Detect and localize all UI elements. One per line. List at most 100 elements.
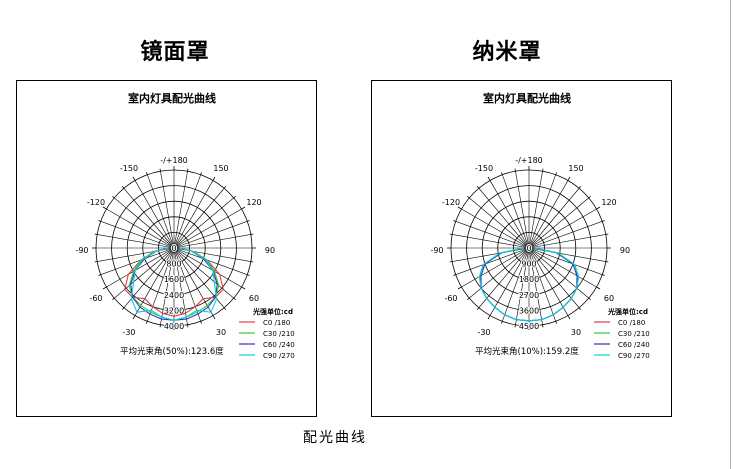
grid-spoke [461, 247, 530, 288]
grid-spoke [173, 247, 214, 316]
radial-label: 900 [521, 260, 536, 269]
grid-spoke [173, 188, 225, 249]
page-right-border [730, 0, 731, 469]
grid-spoke [528, 234, 606, 249]
grid-spoke [134, 180, 175, 249]
grid-spoke [528, 180, 569, 249]
angle-label: -60 [89, 294, 102, 303]
grid-spoke [173, 208, 242, 249]
grid-tick [501, 321, 503, 324]
radial-label: 3200 [164, 306, 184, 315]
radial-label: 2400 [164, 291, 184, 300]
polar-chart-nano: 室内灯具配光曲线 -/+180 150 120 90 60 30 0 -30 -60 -90 -120… [430, 91, 650, 360]
grid-spoke [502, 247, 530, 322]
grid-tick [588, 195, 591, 199]
grid-spoke [97, 234, 175, 249]
grid-spoke [528, 247, 543, 325]
grid-spoke [160, 171, 175, 249]
grid-tick [200, 172, 202, 175]
grid-spoke [455, 221, 530, 249]
section-title-mirror-cover: 镜面罩 [140, 40, 210, 65]
grid-tick [501, 172, 503, 175]
series-line [130, 247, 218, 321]
grid-tick [602, 274, 605, 276]
radial-label: 0 [526, 244, 531, 253]
angle-label: -30 [477, 328, 490, 337]
grid-tick [121, 186, 125, 189]
legend-entry: C0 /180 [263, 319, 290, 327]
beam-angle-text: 平均光束角(10%):159.2度 [475, 346, 579, 357]
legend-entry: C60 /240 [263, 341, 295, 349]
grid-spoke [173, 174, 201, 249]
grid-tick [98, 274, 101, 276]
page-caption: 配光曲线 [303, 430, 367, 446]
grid-tick [121, 307, 125, 310]
angle-label: 0 [526, 243, 531, 252]
grid-spoke [469, 197, 530, 249]
grid-tick [233, 297, 236, 301]
radial-label: 4500 [519, 322, 539, 331]
angle-label: -30 [122, 328, 135, 337]
grid-spoke [528, 171, 543, 249]
grid-tick [476, 307, 480, 310]
grid-tick [212, 315, 216, 320]
grid-tick [588, 297, 591, 301]
legend-entry: C0 /180 [618, 319, 645, 327]
grid-spoke [528, 208, 597, 249]
grid-spoke [455, 247, 530, 275]
grid-spoke [515, 247, 530, 325]
legend-title: 光强单位:cd [607, 307, 648, 316]
grid-spoke [173, 234, 251, 249]
grid-tick [567, 315, 571, 320]
grid-spoke [123, 188, 175, 249]
grid-tick [112, 297, 115, 301]
angle-label: 60 [604, 294, 614, 303]
angle-label: -60 [444, 294, 457, 303]
grid-spoke [452, 247, 530, 262]
legend: 光强单位:cd C0 /180 C30 /210 C60 /240 C90 /270 [594, 307, 650, 360]
angle-label: 120 [246, 198, 261, 207]
angle-label: 0 [171, 243, 176, 252]
radial-label: 4000 [164, 322, 184, 331]
grid-spoke [528, 197, 589, 249]
grid-tick [467, 297, 470, 301]
grid-tick [555, 321, 557, 324]
angle-label: -150 [475, 164, 493, 173]
radial-label: 1800 [519, 275, 539, 284]
grid-spoke [173, 247, 188, 325]
angle-label: -120 [87, 198, 105, 207]
grid-tick [602, 220, 605, 222]
grid-tick [453, 220, 456, 222]
grid-spoke [528, 247, 569, 316]
grid-spoke [452, 234, 530, 249]
grid-spoke [502, 174, 530, 249]
radial-label: 800 [166, 260, 181, 269]
legend-entry: C30 /210 [618, 330, 650, 338]
grid-tick [132, 315, 136, 320]
chart-title: 室内灯具配光曲线 [128, 91, 216, 105]
grid-spoke [173, 180, 214, 249]
grid-spoke [528, 247, 606, 262]
grid-spoke [528, 247, 589, 299]
radial-label: 1600 [164, 275, 184, 284]
grid-tick [98, 220, 101, 222]
grid-tick [596, 206, 601, 210]
angle-label: -/+180 [515, 156, 543, 165]
angle-label: 90 [265, 246, 275, 255]
chart-title: 室内灯具配光曲线 [483, 91, 571, 105]
grid-tick [247, 220, 250, 222]
grid-spoke [515, 171, 530, 249]
angle-label: 150 [213, 164, 228, 173]
grid-tick [200, 321, 202, 324]
grid-spoke [489, 180, 530, 249]
grid-spoke [173, 221, 248, 249]
radial-label: 2700 [519, 291, 539, 300]
grid-tick [241, 286, 246, 290]
grid-spoke [173, 247, 248, 275]
grid-tick [457, 206, 462, 210]
grid-spoke [106, 247, 175, 288]
grid-spoke [461, 208, 530, 249]
grid-tick [453, 274, 456, 276]
grid-spoke [173, 171, 188, 249]
grid-spoke [489, 247, 530, 316]
